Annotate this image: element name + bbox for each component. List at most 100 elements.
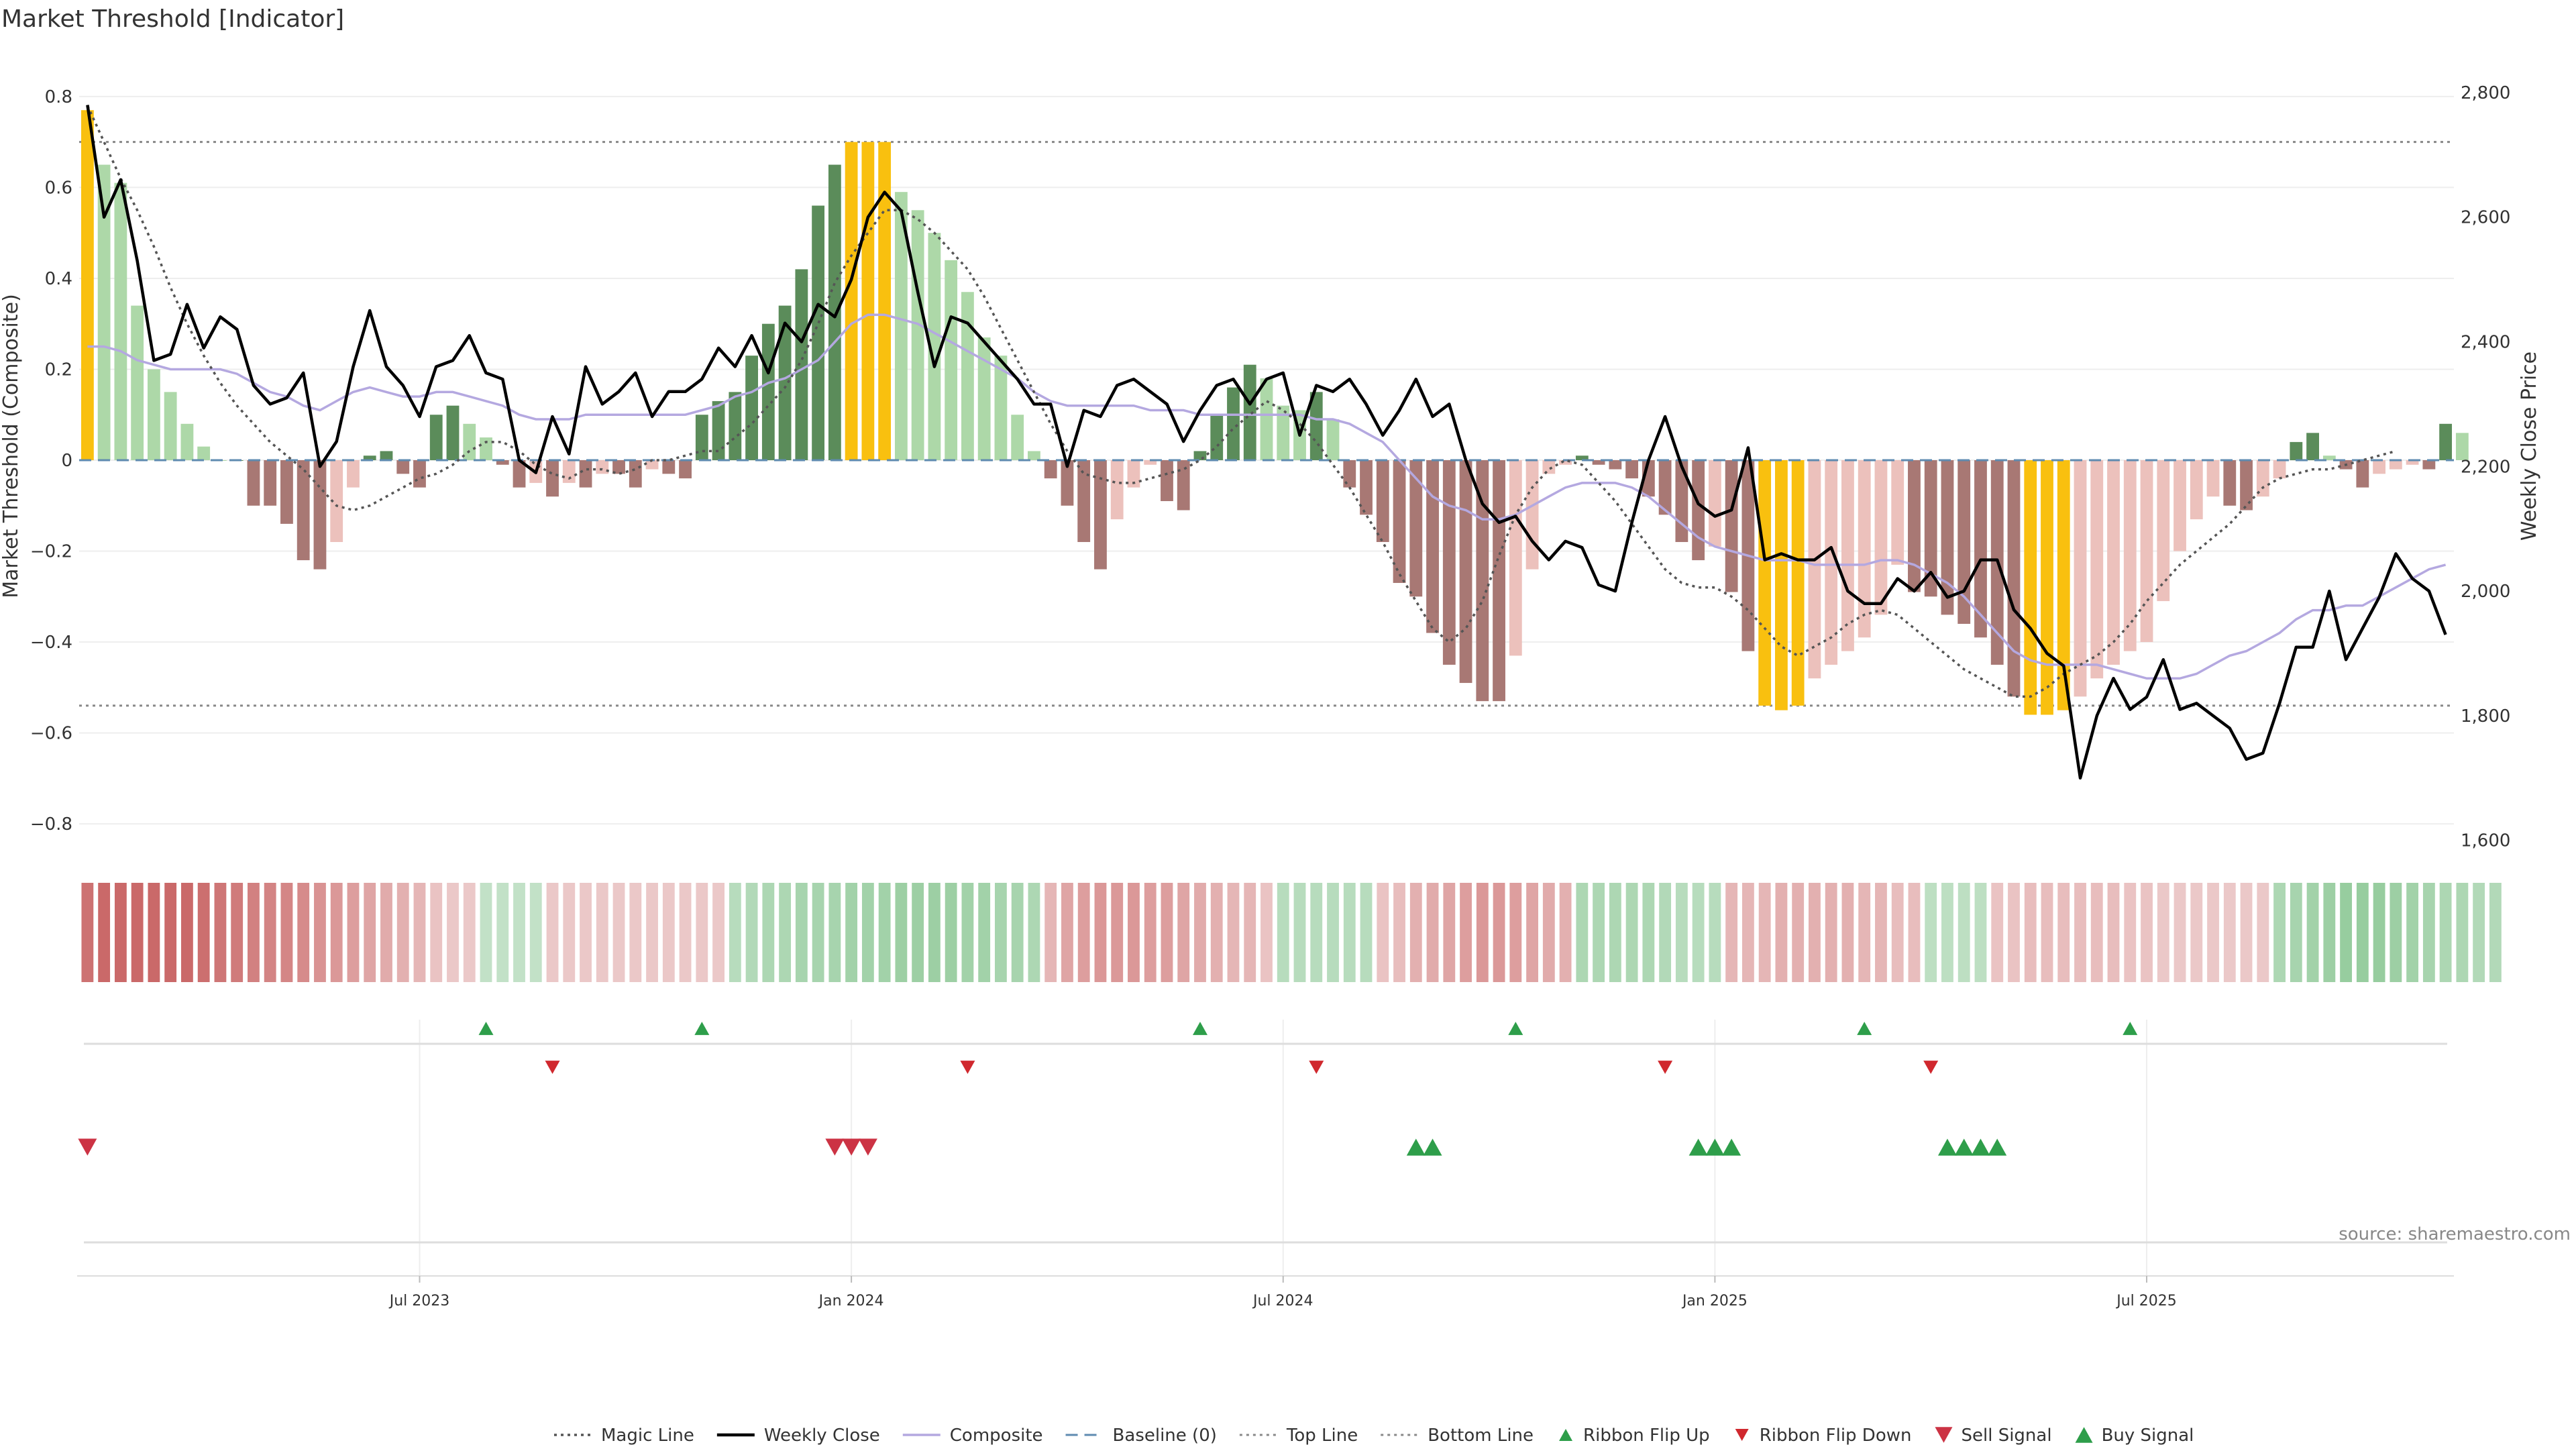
ribbon-cell <box>430 883 443 982</box>
ribbon-cell <box>280 883 293 982</box>
ribbon-cell <box>912 883 924 982</box>
composite-bar <box>2157 460 2170 602</box>
ribbon-cell <box>762 883 775 982</box>
ribbon-cell <box>612 883 625 982</box>
ribbon-cell <box>114 883 127 982</box>
ribbon-cell <box>1409 883 1422 982</box>
composite-bar <box>2190 460 2203 520</box>
composite-bar <box>80 110 94 460</box>
ribbon-cell <box>1011 883 1024 982</box>
x-axis-ticks: Jul 2023 Jan 2024 Jul 2024 Jan 2025 Jul 2025 <box>388 1276 2177 1309</box>
ribbon-cell <box>1908 883 1921 982</box>
ribbon-cell <box>447 883 459 982</box>
composite-bar <box>180 423 194 460</box>
composite-bar <box>1110 460 1124 520</box>
ribbon-cell <box>1111 883 1124 982</box>
composite-bar <box>1011 415 1024 460</box>
composite-bar <box>1825 460 1838 665</box>
y-tick-label: −0.4 <box>30 633 72 653</box>
composite-bar <box>280 460 293 524</box>
ribbon-cell <box>1493 883 1505 982</box>
composite-bar <box>2174 460 2186 551</box>
left-axis-ticks: 0.8 0.6 0.4 0.2 0 −0.2 −0.4 −0.6 −0.8 <box>30 87 72 835</box>
ribbon-cell <box>1377 883 1389 982</box>
ribbon-flip-down-marker <box>1658 1061 1673 1074</box>
ribbon-cell <box>2090 883 2103 982</box>
ribbon-cell <box>1244 883 1256 982</box>
composite-bar <box>761 323 775 460</box>
ribbon-cell <box>2240 883 2253 982</box>
source-credit: source: sharemaestro.com <box>2339 1224 2571 1244</box>
legend-item: Sell Signal <box>1935 1426 2052 1446</box>
ribbon-flip-up-marker <box>694 1022 710 1035</box>
ribbon-cell <box>396 883 409 982</box>
y-tick-label: −0.8 <box>30 814 72 835</box>
composite-bar <box>2290 441 2303 460</box>
composite-bar <box>1243 364 1256 460</box>
ribbon-cell <box>961 883 974 982</box>
ribbon-cell <box>1841 883 1854 982</box>
ribbon-cell <box>81 883 94 982</box>
magic-line <box>86 105 2396 698</box>
composite-bar <box>894 192 908 460</box>
composite-bar <box>1409 460 1423 597</box>
composite-bar <box>2140 460 2153 643</box>
ribbon-cell <box>197 883 210 982</box>
ribbon-cell <box>1576 883 1589 982</box>
composite-bar <box>729 392 742 460</box>
ribbon-cell <box>1675 883 1688 982</box>
ribbon-cell <box>1028 883 1040 982</box>
ribbon-cell <box>330 883 343 982</box>
composite-bar <box>1426 460 1439 633</box>
ribbon-cell <box>2456 883 2469 982</box>
composite-bar <box>1874 460 1888 615</box>
ribbon-heatmap <box>81 883 2502 982</box>
composite-bar <box>1061 460 1074 506</box>
triangle-up-icon <box>2075 1427 2093 1443</box>
ribbon-cell <box>1792 883 1805 982</box>
ribbon-cell <box>795 883 808 982</box>
ribbon-cell <box>364 883 376 982</box>
ribbon-cell <box>2174 883 2186 982</box>
composite-bar <box>1509 460 1522 656</box>
ribbon-cell <box>1227 883 1240 982</box>
composite-bar <box>911 210 924 460</box>
composite-bar <box>2273 460 2286 479</box>
ribbon-cell <box>712 883 724 982</box>
composite-bar <box>2024 460 2037 715</box>
composite-bar <box>2406 460 2419 465</box>
ribbon-cell <box>2008 883 2020 982</box>
composite-bar <box>1841 460 1854 651</box>
buy-signal-marker <box>1406 1138 1426 1156</box>
ribbon-cell <box>214 883 227 982</box>
ribbon-cell <box>297 883 310 982</box>
ribbon-cell <box>1775 883 1788 982</box>
y2-tick-label: 2,000 <box>2461 582 2510 602</box>
composite-bar <box>1077 460 1091 542</box>
buy-signal-marker <box>1954 1138 1974 1156</box>
legend-item: Top Line <box>1239 1426 1358 1446</box>
legend-item: Composite <box>902 1426 1043 1446</box>
legend-item: Weekly Close <box>716 1426 880 1446</box>
composite-bar <box>2322 455 2336 460</box>
sell-signal-marker <box>78 1138 97 1156</box>
ribbon-flip-up-marker <box>1192 1022 1208 1035</box>
ribbon-cell <box>995 883 1007 982</box>
composite-bar <box>2356 460 2369 488</box>
composite-bar <box>1891 460 1904 565</box>
buy-signal-marker <box>1705 1138 1725 1156</box>
ribbon-cell <box>1144 883 1157 982</box>
ribbon-cell <box>2406 883 2419 982</box>
ribbon-cell <box>1858 883 1871 982</box>
composite-bar <box>429 415 443 460</box>
composite-bar <box>2306 433 2319 460</box>
composite-bar <box>347 460 360 488</box>
ribbon-cell <box>1609 883 1621 982</box>
legend-label: Top Line <box>1286 1426 1358 1446</box>
composite-bar <box>2373 460 2386 474</box>
ribbon-cell <box>1360 883 1373 982</box>
ribbon-cell <box>1642 883 1655 982</box>
weekly-close-line <box>86 105 2447 780</box>
ribbon-cell <box>2207 883 2219 982</box>
ribbon-cell <box>1941 883 1953 982</box>
